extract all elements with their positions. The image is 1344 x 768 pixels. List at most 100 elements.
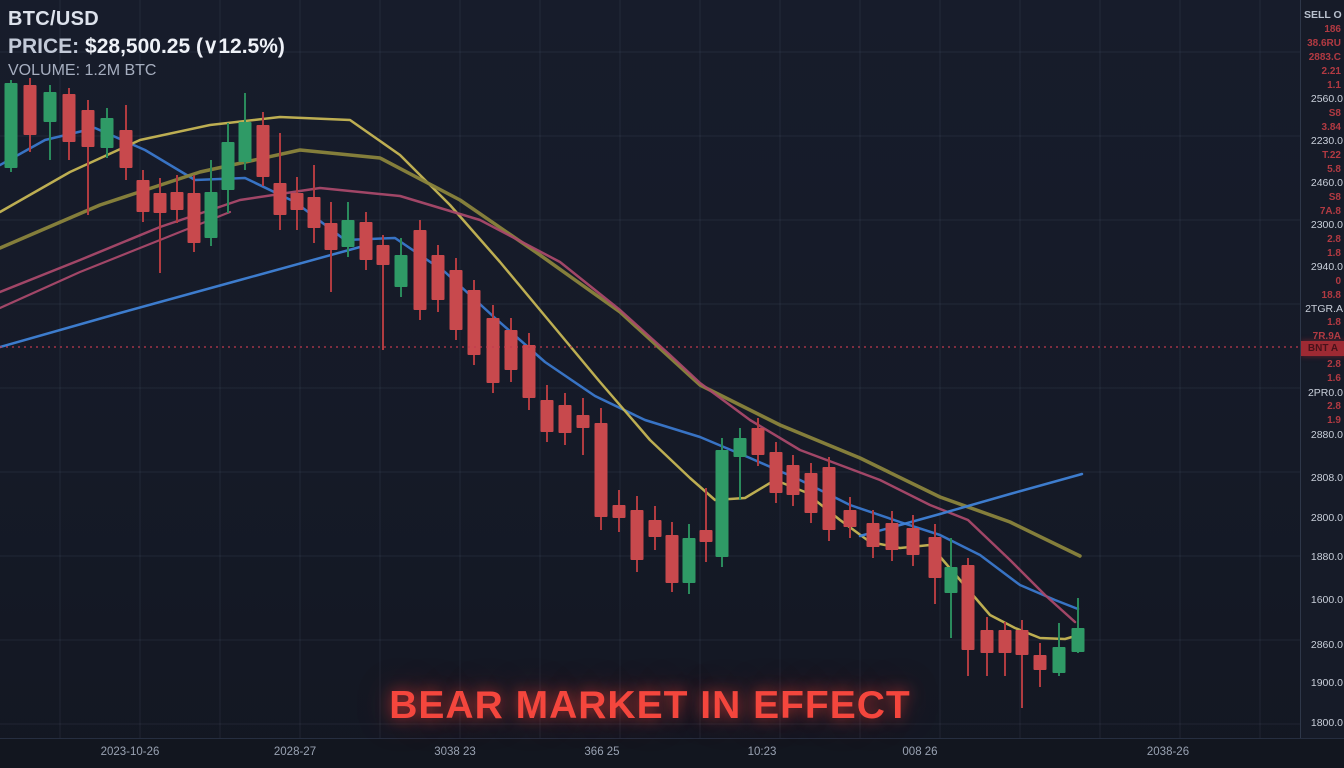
candle-body — [221, 142, 235, 190]
candle-bearish — [486, 305, 500, 393]
price-line: PRICE: $28,500.25 (∨12.5%) — [8, 34, 285, 59]
axis-order-entry: 1.8 — [1327, 317, 1341, 328]
candle-body — [540, 400, 554, 432]
candle-body — [413, 230, 427, 310]
candle-bullish — [341, 202, 355, 257]
candle-bullish — [715, 438, 729, 567]
candle-bearish — [413, 220, 427, 320]
candle-bearish — [504, 318, 518, 382]
candle-body — [769, 452, 783, 493]
candlestick-chart-canvas[interactable] — [0, 0, 1300, 738]
olive-ma — [0, 148, 1082, 558]
candle-body — [467, 290, 481, 355]
candle-bullish — [733, 428, 747, 500]
candle-bearish — [81, 100, 95, 215]
candle-body — [62, 94, 76, 142]
axis-order-entry: 1.6 — [1327, 373, 1341, 384]
candle-body — [612, 505, 626, 518]
trend-right — [858, 472, 1084, 538]
candle-body — [961, 565, 975, 650]
symbol-header: BTC/USD PRICE: $28,500.25 (∨12.5%) VOLUM… — [8, 8, 285, 80]
candle-body — [715, 450, 729, 557]
axis-order-entry: S8 — [1328, 108, 1341, 119]
candle-bearish — [648, 506, 662, 550]
candle-body — [1033, 655, 1047, 670]
candle-bullish — [1071, 598, 1085, 653]
candle-bearish — [576, 398, 590, 455]
axis-price-label: 2230.0 — [1310, 135, 1343, 147]
candle-bearish — [612, 490, 626, 532]
axis-price-label: 2860.0 — [1310, 639, 1343, 651]
candles — [4, 78, 1085, 708]
candle-bearish — [522, 333, 536, 410]
axis-price-label: 2940.0 — [1310, 261, 1343, 273]
axis-price-label: 1900.0 — [1310, 677, 1343, 689]
price-axis[interactable]: SELL O BNT A 186 38.6RU 2883.C 2.21 1.1 2560.… — [1300, 0, 1344, 738]
axis-order-entry: 2.8 — [1327, 401, 1341, 412]
price-value: $28,500.25 — [85, 35, 191, 58]
candle-bearish — [1033, 643, 1047, 687]
candle-body — [522, 345, 536, 398]
candle-bullish — [4, 80, 18, 172]
axis-price-label: 1800.0 — [1310, 717, 1343, 729]
candle-body — [630, 510, 644, 560]
candle-bearish — [307, 165, 321, 243]
crimson-ma — [0, 186, 1077, 624]
candle-bearish — [23, 78, 37, 152]
axis-order-entry: 186 — [1324, 24, 1341, 35]
candle-body — [1052, 647, 1066, 673]
candle-bearish — [822, 457, 836, 541]
axis-price-label: 2560.0 — [1310, 93, 1343, 105]
candle-bearish — [594, 408, 608, 530]
time-axis-label: 2038-26 — [1146, 746, 1190, 758]
candle-body — [238, 122, 252, 162]
candle-body — [733, 438, 747, 457]
candle-bearish — [540, 385, 554, 442]
time-axis-label: 366 25 — [584, 746, 620, 758]
candle-bearish — [866, 510, 880, 558]
candle-bullish — [238, 93, 252, 170]
candle-body — [928, 537, 942, 578]
axis-order-entry: 2.8 — [1327, 234, 1341, 245]
candle-bullish — [1052, 623, 1066, 676]
candle-bearish — [928, 524, 942, 604]
volume-line: VOLUME: 1.2M BTC — [8, 62, 157, 79]
candle-body — [885, 523, 899, 550]
candle-bearish — [273, 133, 287, 230]
candle-body — [665, 535, 679, 583]
candle-body — [576, 415, 590, 428]
candle-bearish — [119, 105, 133, 180]
candle-body — [307, 197, 321, 228]
candle-bearish — [62, 88, 76, 160]
candle-bearish — [843, 497, 857, 538]
time-axis-label: 2023-10-26 — [100, 746, 160, 758]
axis-order-entry: 2883.C — [1308, 52, 1341, 63]
axis-price-label: 2808.0 — [1310, 472, 1343, 484]
candle-bearish — [980, 617, 994, 676]
axis-order-entry: 5.8 — [1327, 164, 1341, 175]
candle-bullish — [394, 238, 408, 297]
candle-bearish — [885, 511, 899, 561]
candle-bearish — [769, 442, 783, 503]
candle-bearish — [449, 258, 463, 340]
moving-average-lines — [0, 115, 1084, 641]
candle-bearish — [1015, 620, 1029, 708]
candle-body — [324, 223, 338, 250]
candle-body — [1071, 628, 1085, 652]
candle-bearish — [187, 175, 201, 252]
candle-body — [153, 193, 167, 213]
time-axis[interactable]: 2023-10-26 2028-27 3038 23 366 25 10:23 008 2… — [0, 738, 1344, 768]
candle-body — [119, 130, 133, 168]
candle-body — [431, 255, 445, 300]
candle-bearish — [324, 202, 338, 292]
axis-order-entry: 38.6RU — [1307, 38, 1341, 49]
candle-body — [136, 180, 150, 212]
price-alert-badge: BNT A — [1301, 341, 1344, 356]
candle-body — [394, 255, 408, 287]
candle-bearish — [359, 212, 373, 270]
axis-order-entry: 18.8 — [1321, 290, 1341, 301]
axis-order-entry: 2.21 — [1321, 66, 1341, 77]
candle-bearish — [376, 235, 390, 350]
candle-body — [504, 330, 518, 370]
candle-body — [23, 85, 37, 135]
